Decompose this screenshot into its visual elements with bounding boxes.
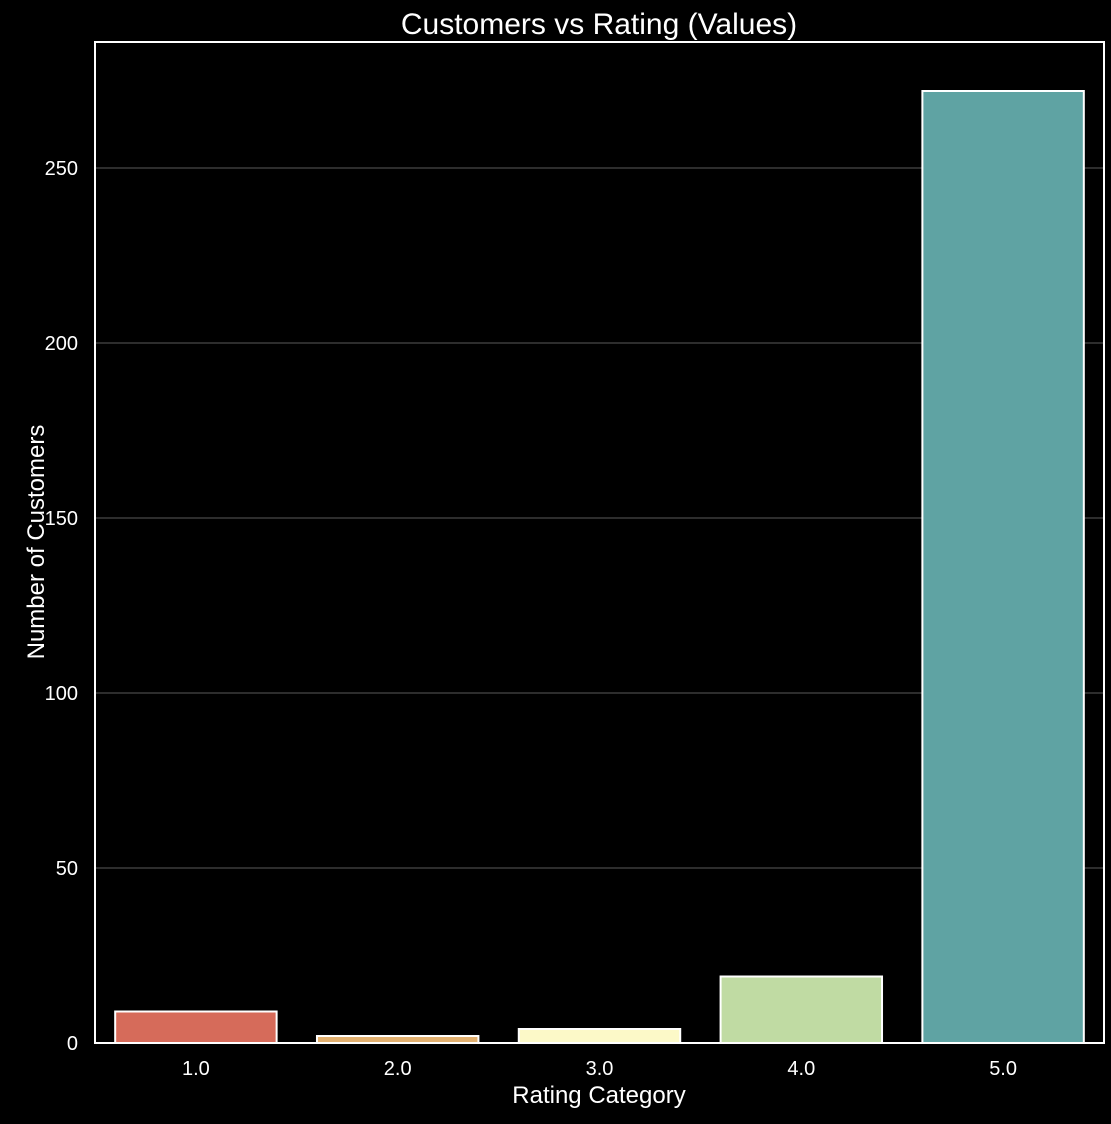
x-tick-label: 5.0 xyxy=(989,1058,1017,1080)
y-axis-label: Number of Customers xyxy=(23,425,50,660)
chart-title: Customers vs Rating (Values) xyxy=(401,8,797,41)
bars xyxy=(114,90,1085,1044)
y-tick-labels: 0 50 100 150 200 250 xyxy=(45,158,78,1055)
bar-4-0 xyxy=(719,975,884,1044)
bar-5-0 xyxy=(921,90,1085,1044)
x-tick-label: 4.0 xyxy=(787,1058,815,1080)
y-tick-label: 150 xyxy=(45,508,78,530)
y-tick-label: 50 xyxy=(56,858,78,880)
x-tick-label: 3.0 xyxy=(586,1058,614,1080)
y-tick-label: 100 xyxy=(45,683,78,705)
y-tick-label: 0 xyxy=(67,1033,78,1055)
bar-1-0 xyxy=(114,1010,278,1044)
plot-frame xyxy=(94,41,1105,1044)
x-tick-label: 1.0 xyxy=(182,1058,210,1080)
y-tick-label: 200 xyxy=(45,333,78,355)
x-tick-labels: 1.0 2.0 3.0 4.0 5.0 xyxy=(182,1058,1017,1080)
bar-2-0 xyxy=(315,1035,480,1044)
bar-3-0 xyxy=(517,1028,682,1044)
x-tick-label: 2.0 xyxy=(384,1058,412,1080)
x-axis-label: Rating Category xyxy=(512,1082,685,1109)
y-tick-label: 250 xyxy=(45,158,78,180)
